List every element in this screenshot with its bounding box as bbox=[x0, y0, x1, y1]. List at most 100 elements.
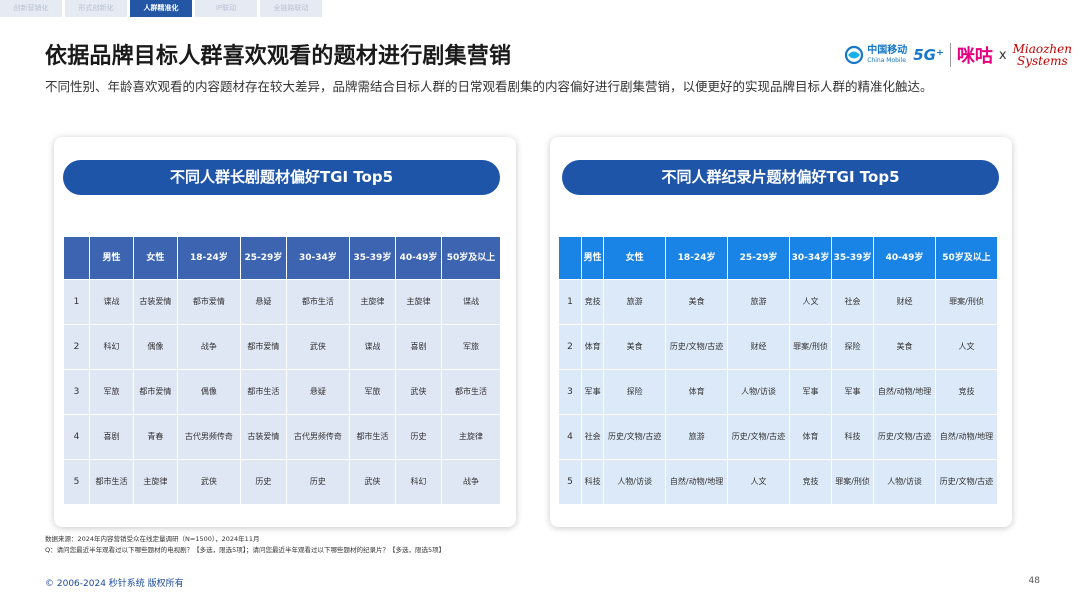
table-cell: 谍战 bbox=[349, 325, 395, 369]
table-cell: 古代男频传奇 bbox=[286, 415, 349, 459]
column-header: 40-49岁 bbox=[395, 237, 442, 279]
miaozhen-line2: Systems bbox=[1016, 54, 1068, 68]
table-cell: 人物/访谈 bbox=[728, 370, 789, 414]
table-cell: 悬疑 bbox=[286, 370, 349, 414]
column-header: 女性 bbox=[133, 237, 177, 279]
table-cell: 军旅 bbox=[90, 370, 133, 414]
documentary-tgi-table: 男性 女性 18-24岁 25-29岁 30-34岁 35-39岁 40-49岁 50岁及以上… bbox=[558, 236, 998, 505]
column-header: 男性 bbox=[582, 237, 604, 279]
column-header: 女性 bbox=[604, 237, 666, 279]
table-cell: 武侠 bbox=[395, 370, 442, 414]
china-mobile-name: 中国移动 bbox=[867, 45, 908, 56]
table-cell: 罪案/刑侦 bbox=[789, 325, 832, 369]
table-row: 5 科技 人物/访谈 自然/动物/地理 人文 竞技 罪案/刑侦 人物/访谈 历史/文物/古迹 bbox=[559, 460, 997, 504]
column-header: 50岁及以上 bbox=[442, 237, 500, 279]
table-cell: 科幻 bbox=[395, 460, 442, 504]
table-cell: 谍战 bbox=[90, 280, 133, 324]
table-cell: 罪案/刑侦 bbox=[832, 460, 874, 504]
table-cell: 都市爱情 bbox=[240, 325, 286, 369]
column-header: 50岁及以上 bbox=[936, 237, 997, 279]
table-cell: 竞技 bbox=[936, 370, 997, 414]
top-nav-tabs: 创新营销化 形式创新化 人群精准化 IP联动 全链路联动 bbox=[0, 0, 322, 17]
table-cell: 旅游 bbox=[728, 280, 789, 324]
table-cell: 主旋律 bbox=[442, 415, 500, 459]
nav-tab-4[interactable]: IP联动 bbox=[195, 0, 257, 17]
table-row: 2 体育 美食 历史/文物/古迹 财经 罪案/刑侦 探险 美食 人文 bbox=[559, 325, 997, 369]
table-cell: 偶像 bbox=[177, 370, 240, 414]
table-cell: 人文 bbox=[789, 280, 832, 324]
table-cell: 武侠 bbox=[349, 460, 395, 504]
table-cell: 都市生活 bbox=[240, 370, 286, 414]
china-mobile-icon bbox=[845, 45, 864, 65]
column-header: 25-29岁 bbox=[728, 237, 789, 279]
nav-tab-5[interactable]: 全链路联动 bbox=[260, 0, 322, 17]
table-cell: 古装爱情 bbox=[240, 415, 286, 459]
table-cell: 自然/动物/地理 bbox=[666, 460, 728, 504]
table-cell: 人文 bbox=[936, 325, 997, 369]
migu-logo: 咪咕 bbox=[956, 46, 993, 67]
table-row: 3 军事 探险 体育 人物/访谈 军事 军事 自然/动物/地理 竞技 bbox=[559, 370, 997, 414]
table-cell: 主旋律 bbox=[395, 280, 442, 324]
miaozhen-logo: Miaozhen Systems bbox=[1013, 43, 1072, 67]
column-header: 35-39岁 bbox=[832, 237, 874, 279]
table-cell: 战争 bbox=[177, 325, 240, 369]
table-cell: 古装爱情 bbox=[133, 280, 177, 324]
table-cell: 科幻 bbox=[90, 325, 133, 369]
table-cell: 军事 bbox=[832, 370, 874, 414]
rank-cell: 5 bbox=[64, 460, 89, 504]
documentary-card: 不同人群纪录片题材偏好TGI Top5 男性 女性 18-24岁 25-29岁 30-3… bbox=[550, 137, 1012, 527]
table-row: 4 喜剧 青春 古代男频传奇 古装爱情 古代男频传奇 都市生活 历史 主旋律 bbox=[64, 415, 500, 459]
table-cell: 都市生活 bbox=[286, 280, 349, 324]
table-cell: 军旅 bbox=[349, 370, 395, 414]
page-number: 48 bbox=[1028, 576, 1040, 586]
table-cell: 都市生活 bbox=[442, 370, 500, 414]
table-cell: 历史 bbox=[395, 415, 442, 459]
tv-drama-tgi-table: 男性 女性 18-24岁 25-29岁 30-34岁 35-39岁 40-49岁 50岁及以上… bbox=[63, 236, 501, 505]
nav-tab-2[interactable]: 形式创新化 bbox=[65, 0, 127, 17]
table-cell: 历史/文物/古迹 bbox=[666, 325, 728, 369]
table-cell: 都市爱情 bbox=[177, 280, 240, 324]
rank-cell: 4 bbox=[559, 415, 581, 459]
tv-drama-card: 不同人群长剧题材偏好TGI Top5 男性 女性 18-24岁 25-29岁 30-34… bbox=[54, 137, 516, 527]
table-cell: 古代男频传奇 bbox=[177, 415, 240, 459]
table-cell: 喜剧 bbox=[90, 415, 133, 459]
table-cell: 财经 bbox=[874, 280, 935, 324]
table-cell: 武侠 bbox=[177, 460, 240, 504]
table-cell: 探险 bbox=[604, 370, 666, 414]
table-cell: 军事 bbox=[582, 370, 604, 414]
table-cell: 战争 bbox=[442, 460, 500, 504]
rank-cell: 5 bbox=[559, 460, 581, 504]
rank-cell: 4 bbox=[64, 415, 89, 459]
data-source-note: 数据来源：2024年内容营销受众在线定量调研（N=1500），2024年11月 … bbox=[45, 534, 445, 556]
china-mobile-en: China Mobile bbox=[867, 57, 906, 64]
nav-tab-1[interactable]: 创新营销化 bbox=[0, 0, 62, 17]
column-header: 35-39岁 bbox=[349, 237, 395, 279]
table-cell: 人物/访谈 bbox=[874, 460, 935, 504]
table-row: 1 谍战 古装爱情 都市爱情 悬疑 都市生活 主旋律 主旋律 谍战 bbox=[64, 280, 500, 324]
documentary-table-title: 不同人群纪录片题材偏好TGI Top5 bbox=[562, 160, 999, 195]
table-cell: 体育 bbox=[789, 415, 832, 459]
table-cell: 美食 bbox=[604, 325, 666, 369]
page-title: 依据品牌目标人群喜欢观看的题材进行剧集营销 bbox=[45, 44, 512, 69]
table-cell: 历史 bbox=[240, 460, 286, 504]
table-row: 4 社会 历史/文物/古迹 旅游 历史/文物/古迹 体育 科技 历史/文物/古迹 自然/动物/地… bbox=[559, 415, 997, 459]
column-header bbox=[64, 237, 89, 279]
table-cell: 主旋律 bbox=[133, 460, 177, 504]
table-cell: 社会 bbox=[832, 280, 874, 324]
table-cell: 历史/文物/古迹 bbox=[728, 415, 789, 459]
table-cell: 都市爱情 bbox=[133, 370, 177, 414]
table-row: 1 竞技 旅游 美食 旅游 人文 社会 财经 罪案/刑侦 bbox=[559, 280, 997, 324]
nav-tab-3-active[interactable]: 人群精准化 bbox=[130, 0, 192, 17]
column-header: 40-49岁 bbox=[874, 237, 935, 279]
table-cell: 主旋律 bbox=[349, 280, 395, 324]
rank-cell: 1 bbox=[64, 280, 89, 324]
table-cell: 武侠 bbox=[286, 325, 349, 369]
rank-cell: 3 bbox=[559, 370, 581, 414]
table-cell: 旅游 bbox=[604, 280, 666, 324]
table-cell: 军旅 bbox=[442, 325, 500, 369]
table-cell: 罪案/刑侦 bbox=[936, 280, 997, 324]
table-row: 5 都市生活 主旋律 武侠 历史 历史 武侠 科幻 战争 bbox=[64, 460, 500, 504]
rank-cell: 1 bbox=[559, 280, 581, 324]
table-cell: 体育 bbox=[666, 370, 728, 414]
table-cell: 体育 bbox=[582, 325, 604, 369]
